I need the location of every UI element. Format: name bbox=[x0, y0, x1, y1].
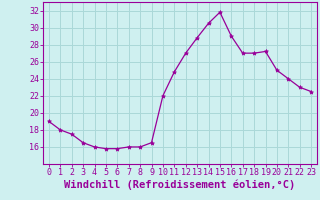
X-axis label: Windchill (Refroidissement éolien,°C): Windchill (Refroidissement éolien,°C) bbox=[64, 180, 296, 190]
